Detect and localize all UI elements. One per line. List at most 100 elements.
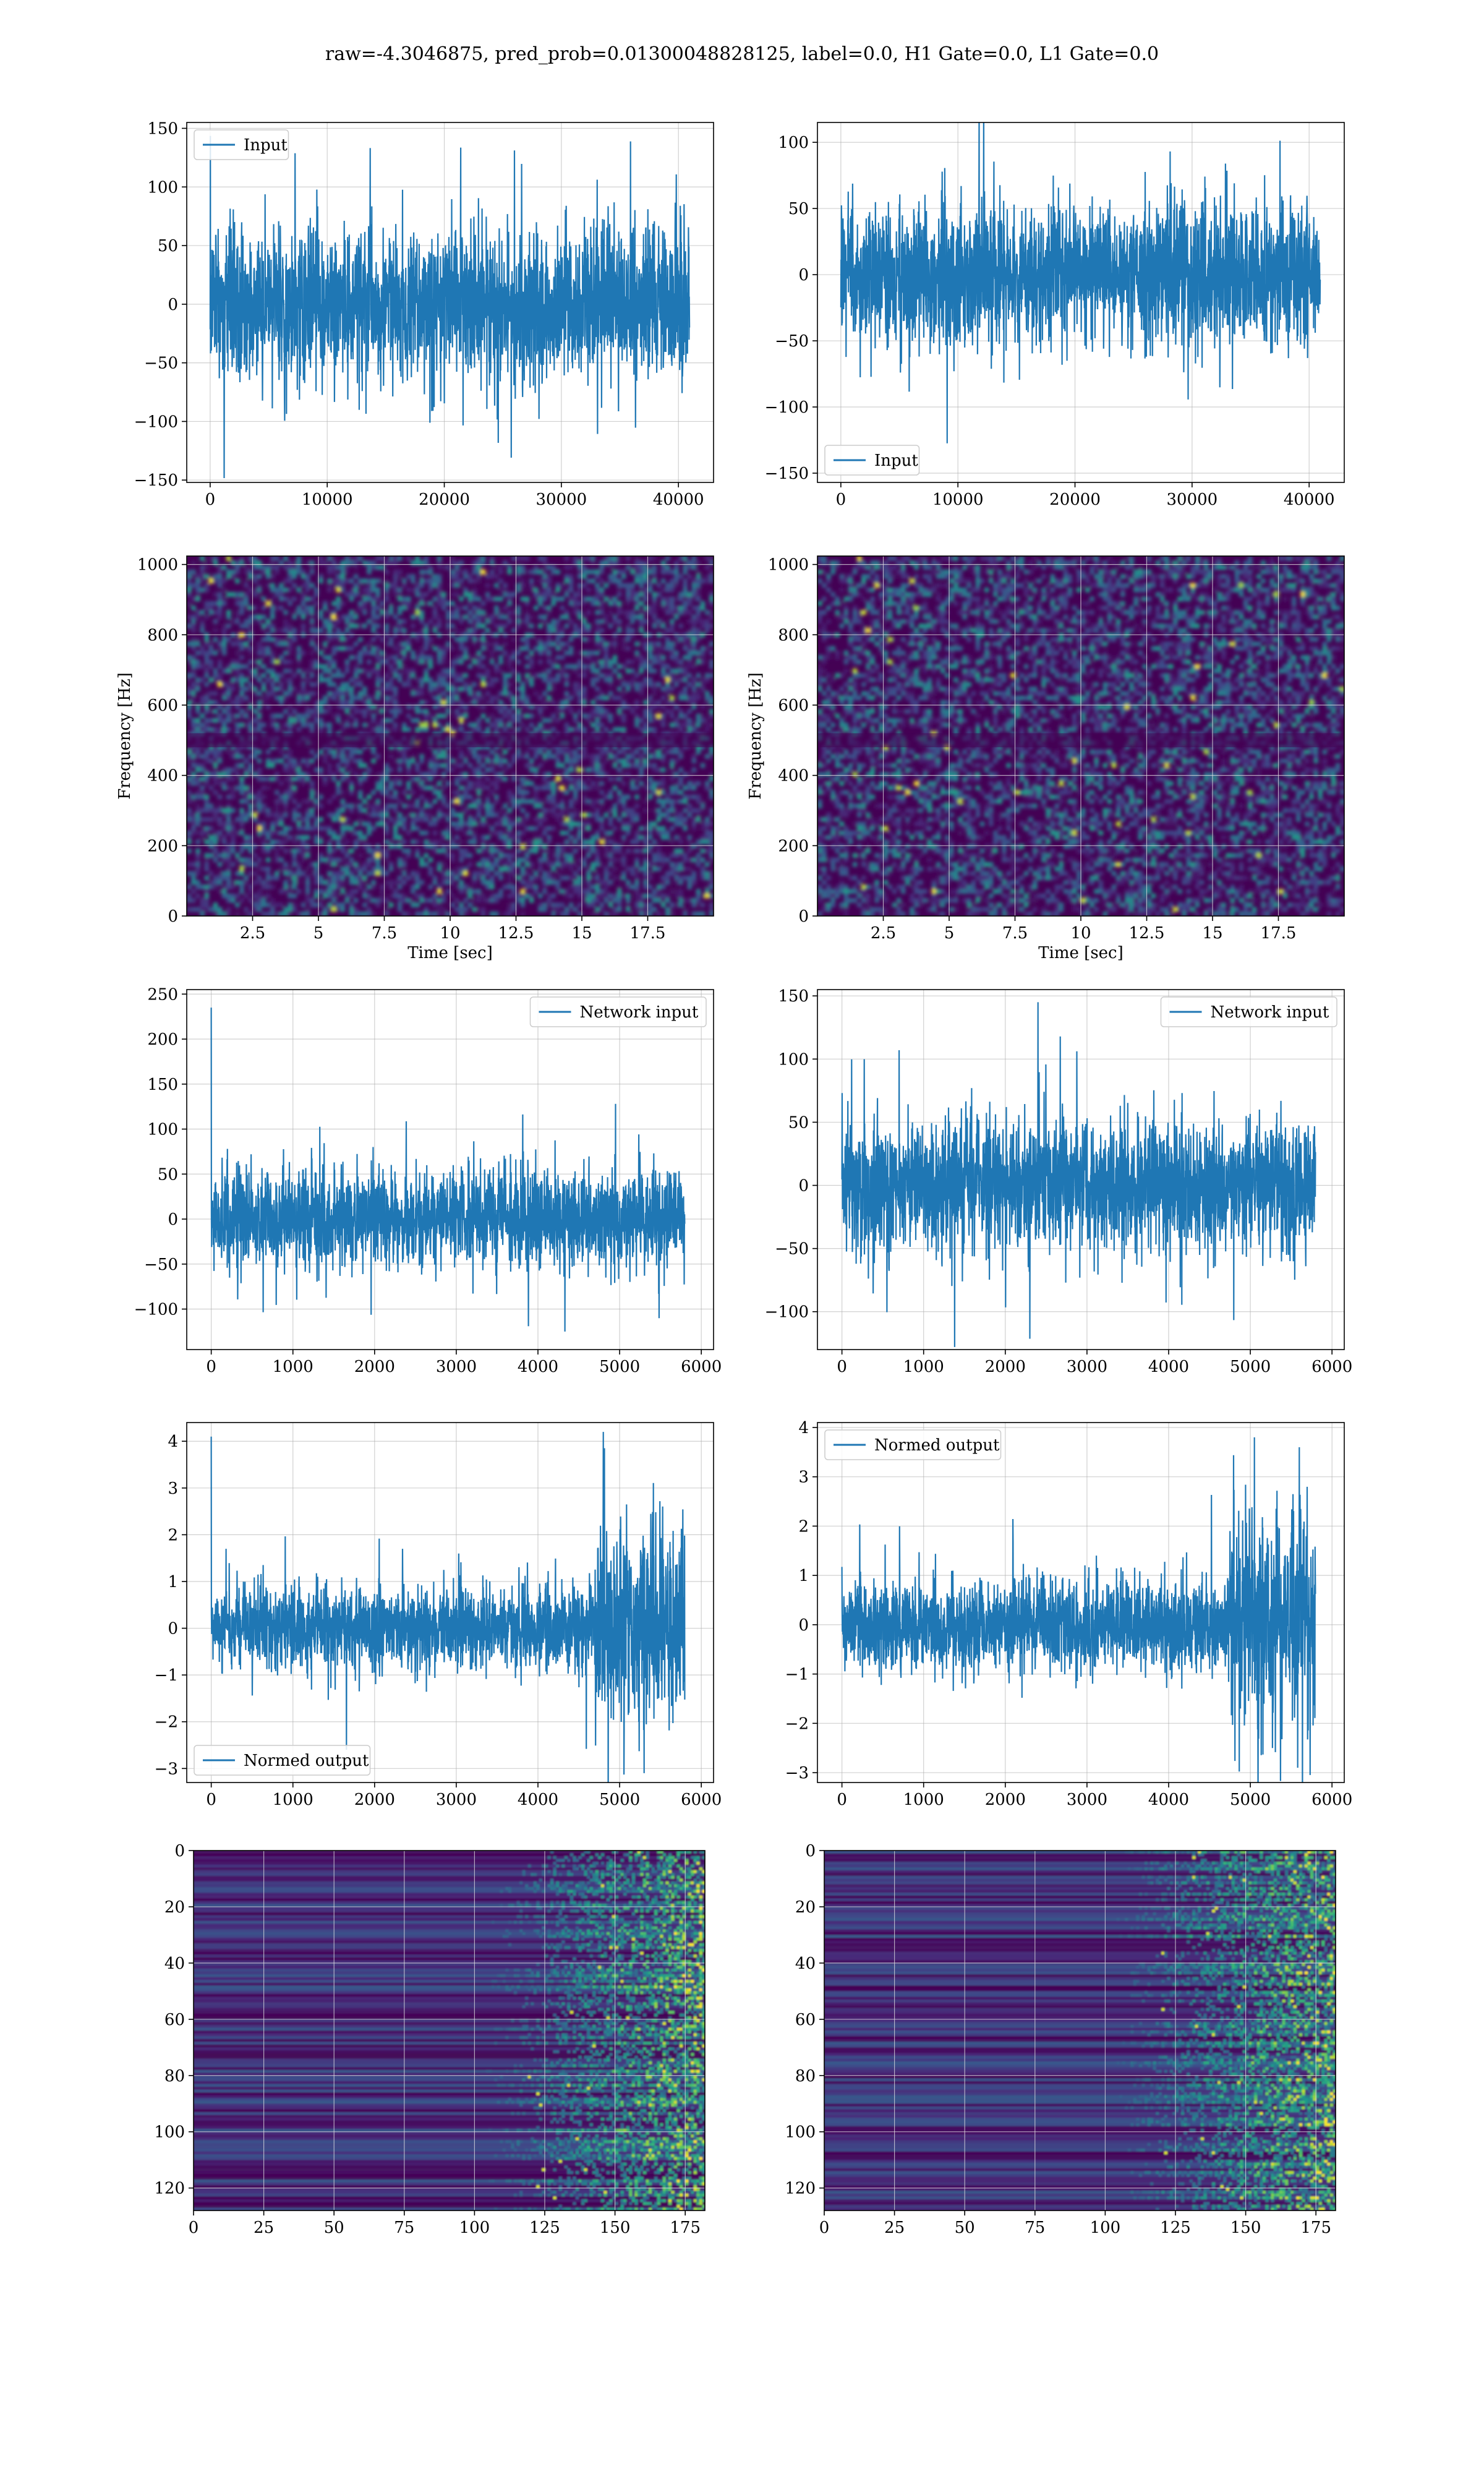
y-tick-label: −1 — [785, 1666, 809, 1684]
legend-label: Network input — [580, 1003, 699, 1022]
x-tick-label: 17.5 — [630, 924, 666, 943]
x-tick-label: 5000 — [1230, 1358, 1271, 1376]
x-tick-label: 40000 — [653, 490, 704, 509]
axes-frame — [817, 989, 1345, 1350]
y-tick-label: −3 — [785, 1764, 809, 1783]
series-line — [841, 1437, 1316, 1783]
x-tick-label: 150 — [1230, 2219, 1261, 2237]
x-tick-label: 15 — [1202, 924, 1222, 943]
heatmap-cells — [824, 1851, 1336, 2211]
y-tick-label: 0 — [168, 296, 178, 314]
y-tick-label: −1 — [155, 1666, 178, 1685]
y-tick-label: 50 — [788, 1113, 809, 1132]
x-axis-label: Time [sec] — [1038, 944, 1124, 962]
x-tick-label: 0 — [206, 1791, 216, 1809]
chart-input-h1: Input 0 10000 20000 30000 40000 −150 −100 −50 0 50… — [134, 119, 714, 509]
axis-ticks: 0 1000 2000 3000 4000 5000 6000 −3 −2 −1 0 1 2 3 4 — [155, 1432, 722, 1809]
y-tick-label: 100 — [778, 1050, 809, 1069]
axis-ticks: 0 1000 2000 3000 4000 5000 6000 −100 −50 0 50 100 15… — [765, 987, 1353, 1376]
y-tick-label: 800 — [147, 626, 178, 644]
x-tick-label: 4000 — [518, 1791, 558, 1809]
legend: Normed output — [824, 1429, 1002, 1460]
x-tick-label: 4000 — [1148, 1791, 1189, 1809]
x-tick-label: 125 — [529, 2219, 560, 2237]
series-line — [209, 135, 691, 479]
x-tick-label: 3000 — [436, 1791, 477, 1809]
y-tick-label: 40 — [795, 1954, 816, 1973]
legend: Network input — [529, 996, 707, 1027]
legend-label: Network input — [1211, 1003, 1329, 1022]
axis-ticks: 2.5 5 7.5 10 12.5 15 17.5 0 200 400 600 800 1000 — [137, 556, 666, 943]
axis-ticks: 0 10000 20000 30000 40000 −150 −100 −50 0 50 100 — [765, 134, 1335, 509]
x-tick-label: 6000 — [1311, 1791, 1352, 1809]
y-axis-label: Frequency [Hz] — [746, 672, 765, 800]
axes-frame — [186, 989, 714, 1350]
series-line — [840, 122, 1321, 443]
y-tick-label: 200 — [778, 837, 809, 855]
page-title: raw=-4.3046875, pred_prob=0.013000488281… — [325, 43, 1159, 65]
y-tick-label: 0 — [168, 1210, 178, 1229]
x-tick-label: 0 — [189, 2219, 199, 2237]
legend-label: Normed output — [244, 1752, 369, 1770]
x-tick-label: 10000 — [932, 490, 984, 509]
x-tick-label: 6000 — [681, 1358, 722, 1376]
y-tick-label: 600 — [778, 696, 809, 715]
x-tick-label: 0 — [206, 1358, 216, 1376]
legend: Input — [194, 129, 289, 160]
y-tick-label: −50 — [775, 1240, 809, 1259]
y-tick-label: 0 — [168, 907, 178, 926]
y-tick-label: 150 — [147, 1076, 178, 1094]
x-tick-label: 30000 — [1167, 490, 1218, 509]
y-tick-label: 80 — [795, 2067, 816, 2086]
x-tick-label: 75 — [1025, 2219, 1045, 2237]
x-tick-label: 20000 — [419, 490, 470, 509]
x-tick-label: 5 — [944, 924, 955, 943]
y-tick-label: 150 — [778, 987, 809, 1006]
y-tick-label: 0 — [805, 1842, 816, 1860]
y-tick-label: 0 — [174, 1842, 185, 1860]
y-tick-label: −100 — [134, 413, 178, 431]
y-tick-label: 60 — [164, 2011, 185, 2029]
x-tick-label: 12.5 — [1129, 924, 1165, 943]
x-tick-label: 0 — [819, 2219, 830, 2237]
x-tick-label: 10 — [440, 924, 460, 943]
chart-spec-h1: 2.5 5 7.5 10 12.5 15 17.5 0 200 400 600 800 1000 Time… — [116, 555, 714, 962]
y-tick-label: 200 — [147, 837, 178, 855]
chart-feat-h1: 0 25 50 75 100 125 150 175 0 20 40 60 80 100 120 — [154, 1842, 706, 2237]
y-tick-label: 0 — [798, 1177, 809, 1196]
y-tick-label: −100 — [765, 398, 809, 417]
x-tick-label: 25 — [254, 2219, 274, 2237]
x-tick-label: 1000 — [903, 1791, 944, 1809]
x-tick-label: 3000 — [1067, 1791, 1107, 1809]
axes-frame — [817, 1422, 1345, 1783]
chart-norm-h1: Normed output 0 1000 2000 3000 4000 5000 6000 −3… — [155, 1422, 722, 1809]
y-tick-label: −50 — [144, 354, 178, 373]
axes-frame — [824, 1850, 1336, 2211]
legend-label: Normed output — [874, 1436, 1000, 1455]
y-tick-label: 50 — [158, 237, 178, 255]
y-tick-label: −100 — [765, 1303, 809, 1322]
y-tick-label: 40 — [164, 1954, 185, 1973]
x-tick-label: 175 — [1300, 2219, 1331, 2237]
y-tick-label: 100 — [785, 2123, 816, 2142]
axes-frame — [186, 1422, 714, 1783]
y-tick-label: 120 — [154, 2180, 185, 2198]
series-line — [210, 1432, 686, 1783]
y-tick-label: 4 — [168, 1432, 178, 1451]
x-tick-label: 100 — [459, 2219, 490, 2237]
y-tick-label: 20 — [795, 1898, 816, 1917]
y-tick-label: 100 — [147, 178, 178, 197]
y-tick-label: 1000 — [768, 556, 809, 575]
x-tick-label: 12.5 — [498, 924, 534, 943]
chart-norm-l1: Normed output 0 1000 2000 3000 4000 5000 6000 −3… — [785, 1419, 1353, 1809]
legend-label: Input — [244, 136, 288, 155]
y-tick-label: 2 — [798, 1517, 809, 1536]
x-tick-label: 1000 — [273, 1791, 313, 1809]
x-tick-label: 40000 — [1284, 490, 1335, 509]
y-tick-label: 100 — [147, 1121, 178, 1139]
y-tick-label: −2 — [155, 1713, 178, 1732]
axis-ticks: 0 25 50 75 100 125 150 175 0 20 40 60 80 100 120 — [154, 1842, 701, 2237]
x-tick-label: 2.5 — [871, 924, 896, 943]
